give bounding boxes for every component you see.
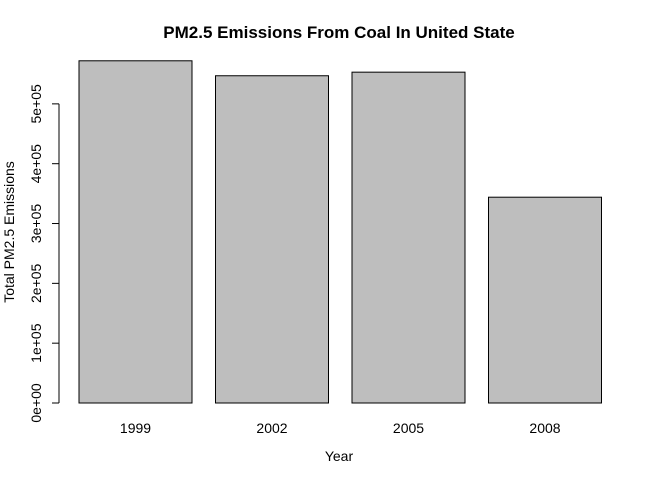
x-axis-label: Year [325, 448, 354, 464]
y-tick-label: 3e+05 [28, 204, 44, 244]
x-tick-label-2005: 2005 [393, 420, 424, 436]
x-tick-label-2002: 2002 [256, 420, 287, 436]
bar-1999 [78, 60, 193, 404]
y-tick-label: 1e+05 [28, 323, 44, 363]
y-axis-label: Total PM2.5 Emissions [1, 161, 17, 303]
y-tick-label: 5e+05 [28, 84, 44, 124]
x-tick-label-1999: 1999 [120, 420, 151, 436]
y-tick-label: 0e+00 [28, 383, 44, 423]
y-axis: 0e+00 1e+05 2e+05 3e+05 4e+05 5e+05 [28, 84, 60, 423]
y-tick-label: 2e+05 [28, 263, 44, 303]
chart-title: PM2.5 Emissions From Coal In United Stat… [163, 23, 514, 42]
x-tick-labels: 1999 2002 2005 2008 [120, 420, 561, 436]
bar-2008 [488, 196, 602, 404]
bars-group [78, 60, 602, 404]
y-tick-label: 4e+05 [28, 144, 44, 184]
bar-2005 [351, 71, 466, 404]
bar-2002 [215, 75, 329, 404]
x-tick-label-2008: 2008 [529, 420, 560, 436]
